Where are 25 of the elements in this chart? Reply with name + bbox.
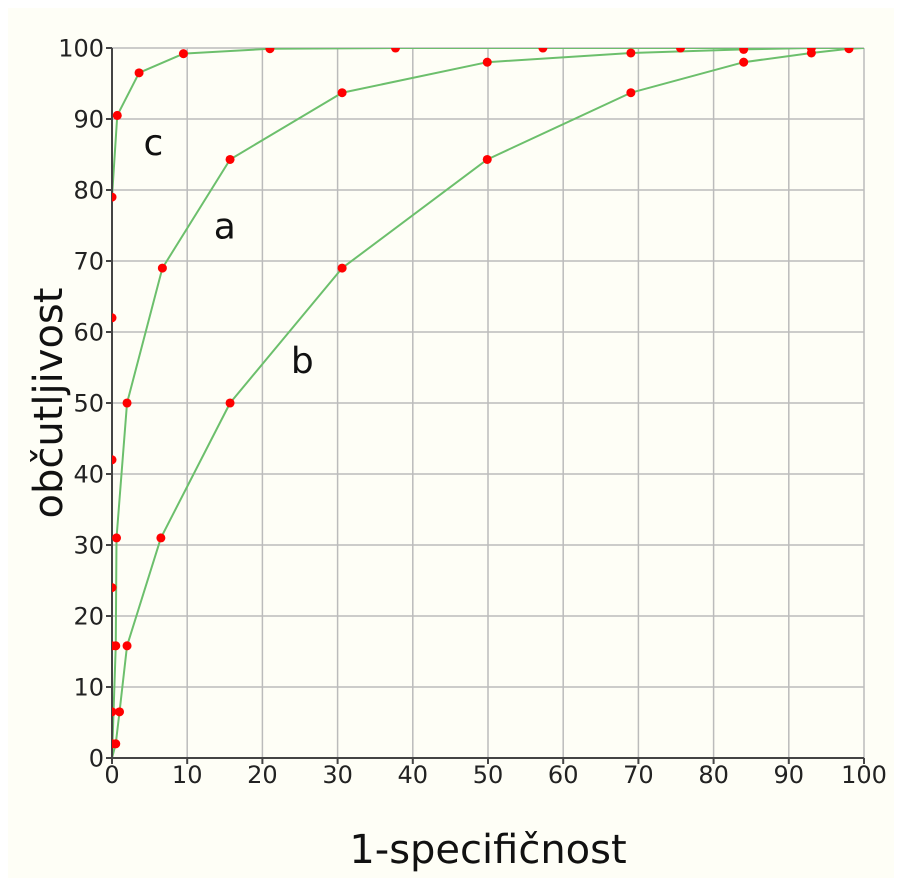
y-tick-label: 60 — [73, 318, 104, 347]
y-tick-label: 90 — [73, 106, 104, 134]
x-tick-label: 30 — [322, 761, 353, 790]
y-tick-label: 20 — [73, 602, 104, 631]
y-tick-label: 30 — [73, 532, 104, 560]
x-tick-label: 80 — [698, 761, 729, 790]
annotation: c — [143, 123, 164, 164]
annotation: a — [214, 206, 236, 248]
x-tick-label: 60 — [548, 761, 578, 790]
y-tick-label: 40 — [73, 460, 104, 489]
x-tick-label: 100 — [841, 761, 887, 790]
x-tick-label: 50 — [472, 761, 504, 790]
x-tick-label: 70 — [623, 761, 654, 790]
x-tick-label: 90 — [774, 761, 804, 790]
y-tick-label: 50 — [73, 390, 104, 418]
y-axis-title: občutljivost — [26, 288, 72, 518]
x-axis-title: 1-specifičnost — [349, 827, 627, 873]
annotation: b — [290, 341, 314, 382]
y-tick-label: 10 — [73, 674, 104, 702]
y-tick-label: 70 — [73, 248, 104, 276]
x-tick-label: 10 — [172, 761, 202, 790]
y-tick-label: 80 — [73, 176, 104, 205]
x-tick-label: 20 — [247, 761, 278, 790]
x-tick-label: 40 — [398, 761, 428, 790]
y-tick-label: 100 — [58, 34, 104, 63]
